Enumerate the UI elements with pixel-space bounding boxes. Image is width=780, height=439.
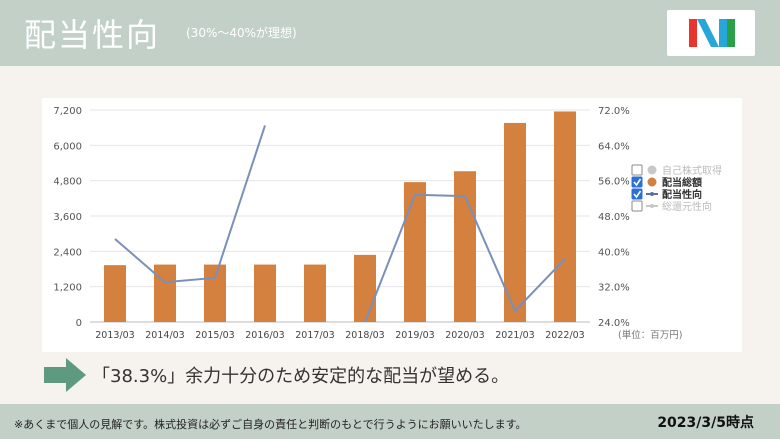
left-axis-tick-label: 1,200 [53, 283, 82, 294]
page-subtitle: (30%〜40%が理想) [186, 26, 297, 40]
dividend-chart: 7,200 72.0% 6,000 64.0% 4,800 56.0% 3,600 48.0%… [53, 106, 722, 341]
x-axis-tick-label: 2020/03 [445, 330, 484, 341]
right-axis-tick-label: 48.0% [598, 212, 630, 223]
bar-dividend-total [454, 171, 476, 322]
bar-dividend-total [254, 264, 276, 322]
x-axis-tick-label: 2014/03 [145, 330, 184, 341]
bar-dividend-total [104, 265, 126, 322]
x-axis-tick-label: 2018/03 [345, 330, 384, 341]
legend-marker [647, 177, 657, 187]
x-axis-tick-label: 2019/03 [395, 330, 434, 341]
bar-dividend-total [554, 111, 576, 322]
footer-bar: ※あくまで個人の見解です。株式投資は必ずご自身の責任と判断のもとで行うようにお願… [0, 404, 780, 439]
right-axis-tick-label: 64.0% [598, 141, 630, 152]
legend-label: 自己株式取得 [662, 164, 722, 177]
line-payout-ratio [114, 125, 266, 284]
right-axis-tick-label: 40.0% [598, 247, 630, 258]
as-of-date: 2023/3/5時点 [657, 415, 754, 431]
bar-dividend-total [354, 254, 376, 322]
header-bar: 配当性向 (30%〜40%が理想) [0, 0, 780, 66]
unit-label: (単位：百万円) [618, 329, 682, 341]
bar-dividend-total [304, 264, 326, 322]
left-axis-tick-label: 0 [76, 318, 82, 329]
bar-dividend-total [204, 264, 226, 322]
bar-dividend-total [404, 182, 426, 322]
legend-label: 配当性向 [662, 188, 702, 201]
right-axis-tick-label: 24.0% [598, 318, 630, 329]
summary-message: 「38.3%」余力十分のため安定的な配当が望める。 [92, 366, 510, 387]
right-axis-tick-label: 32.0% [598, 283, 630, 294]
left-axis-tick-label: 2,400 [53, 247, 82, 258]
legend-marker-dot [650, 192, 654, 196]
left-axis-tick-label: 4,800 [53, 177, 82, 188]
disclaimer-text: ※あくまで個人の見解です。株式投資は必ずご自身の責任と判断のもとで行うようにお願… [14, 418, 527, 431]
right-axis-tick-label: 72.0% [598, 106, 630, 117]
logo-mark-icon [689, 19, 735, 47]
check-icon [633, 190, 642, 199]
dividend-chart-panel: 7,200 72.0% 6,000 64.0% 4,800 56.0% 3,600 48.0%… [42, 98, 742, 352]
check-icon [633, 178, 642, 187]
left-axis-tick-label: 3,600 [53, 212, 82, 223]
legend-label: 配当総額 [662, 176, 702, 189]
x-axis-tick-label: 2017/03 [295, 330, 334, 341]
legend-marker [647, 165, 657, 175]
right-axis-tick-label: 56.0% [598, 177, 630, 188]
company-logo [667, 10, 755, 56]
x-axis-tick-label: 2021/03 [495, 330, 534, 341]
legend-checkbox [631, 164, 643, 176]
legend-checkbox [631, 200, 643, 212]
left-axis-tick-label: 6,000 [53, 141, 82, 152]
x-axis-tick-label: 2016/03 [245, 330, 284, 341]
x-axis-tick-label: 2015/03 [195, 330, 234, 341]
left-axis-tick-label: 7,200 [53, 106, 82, 117]
x-axis-tick-label: 2013/03 [95, 330, 134, 341]
line-payout-ratio [364, 193, 566, 322]
bar-dividend-total [154, 264, 176, 322]
arrow-right-icon [44, 358, 86, 392]
bar-dividend-total [504, 122, 526, 322]
legend-label: 総還元性向 [662, 200, 712, 213]
page-title: 配当性向 [24, 16, 161, 54]
legend-marker-dot [650, 204, 654, 208]
x-axis-tick-label: 2022/03 [545, 330, 584, 341]
